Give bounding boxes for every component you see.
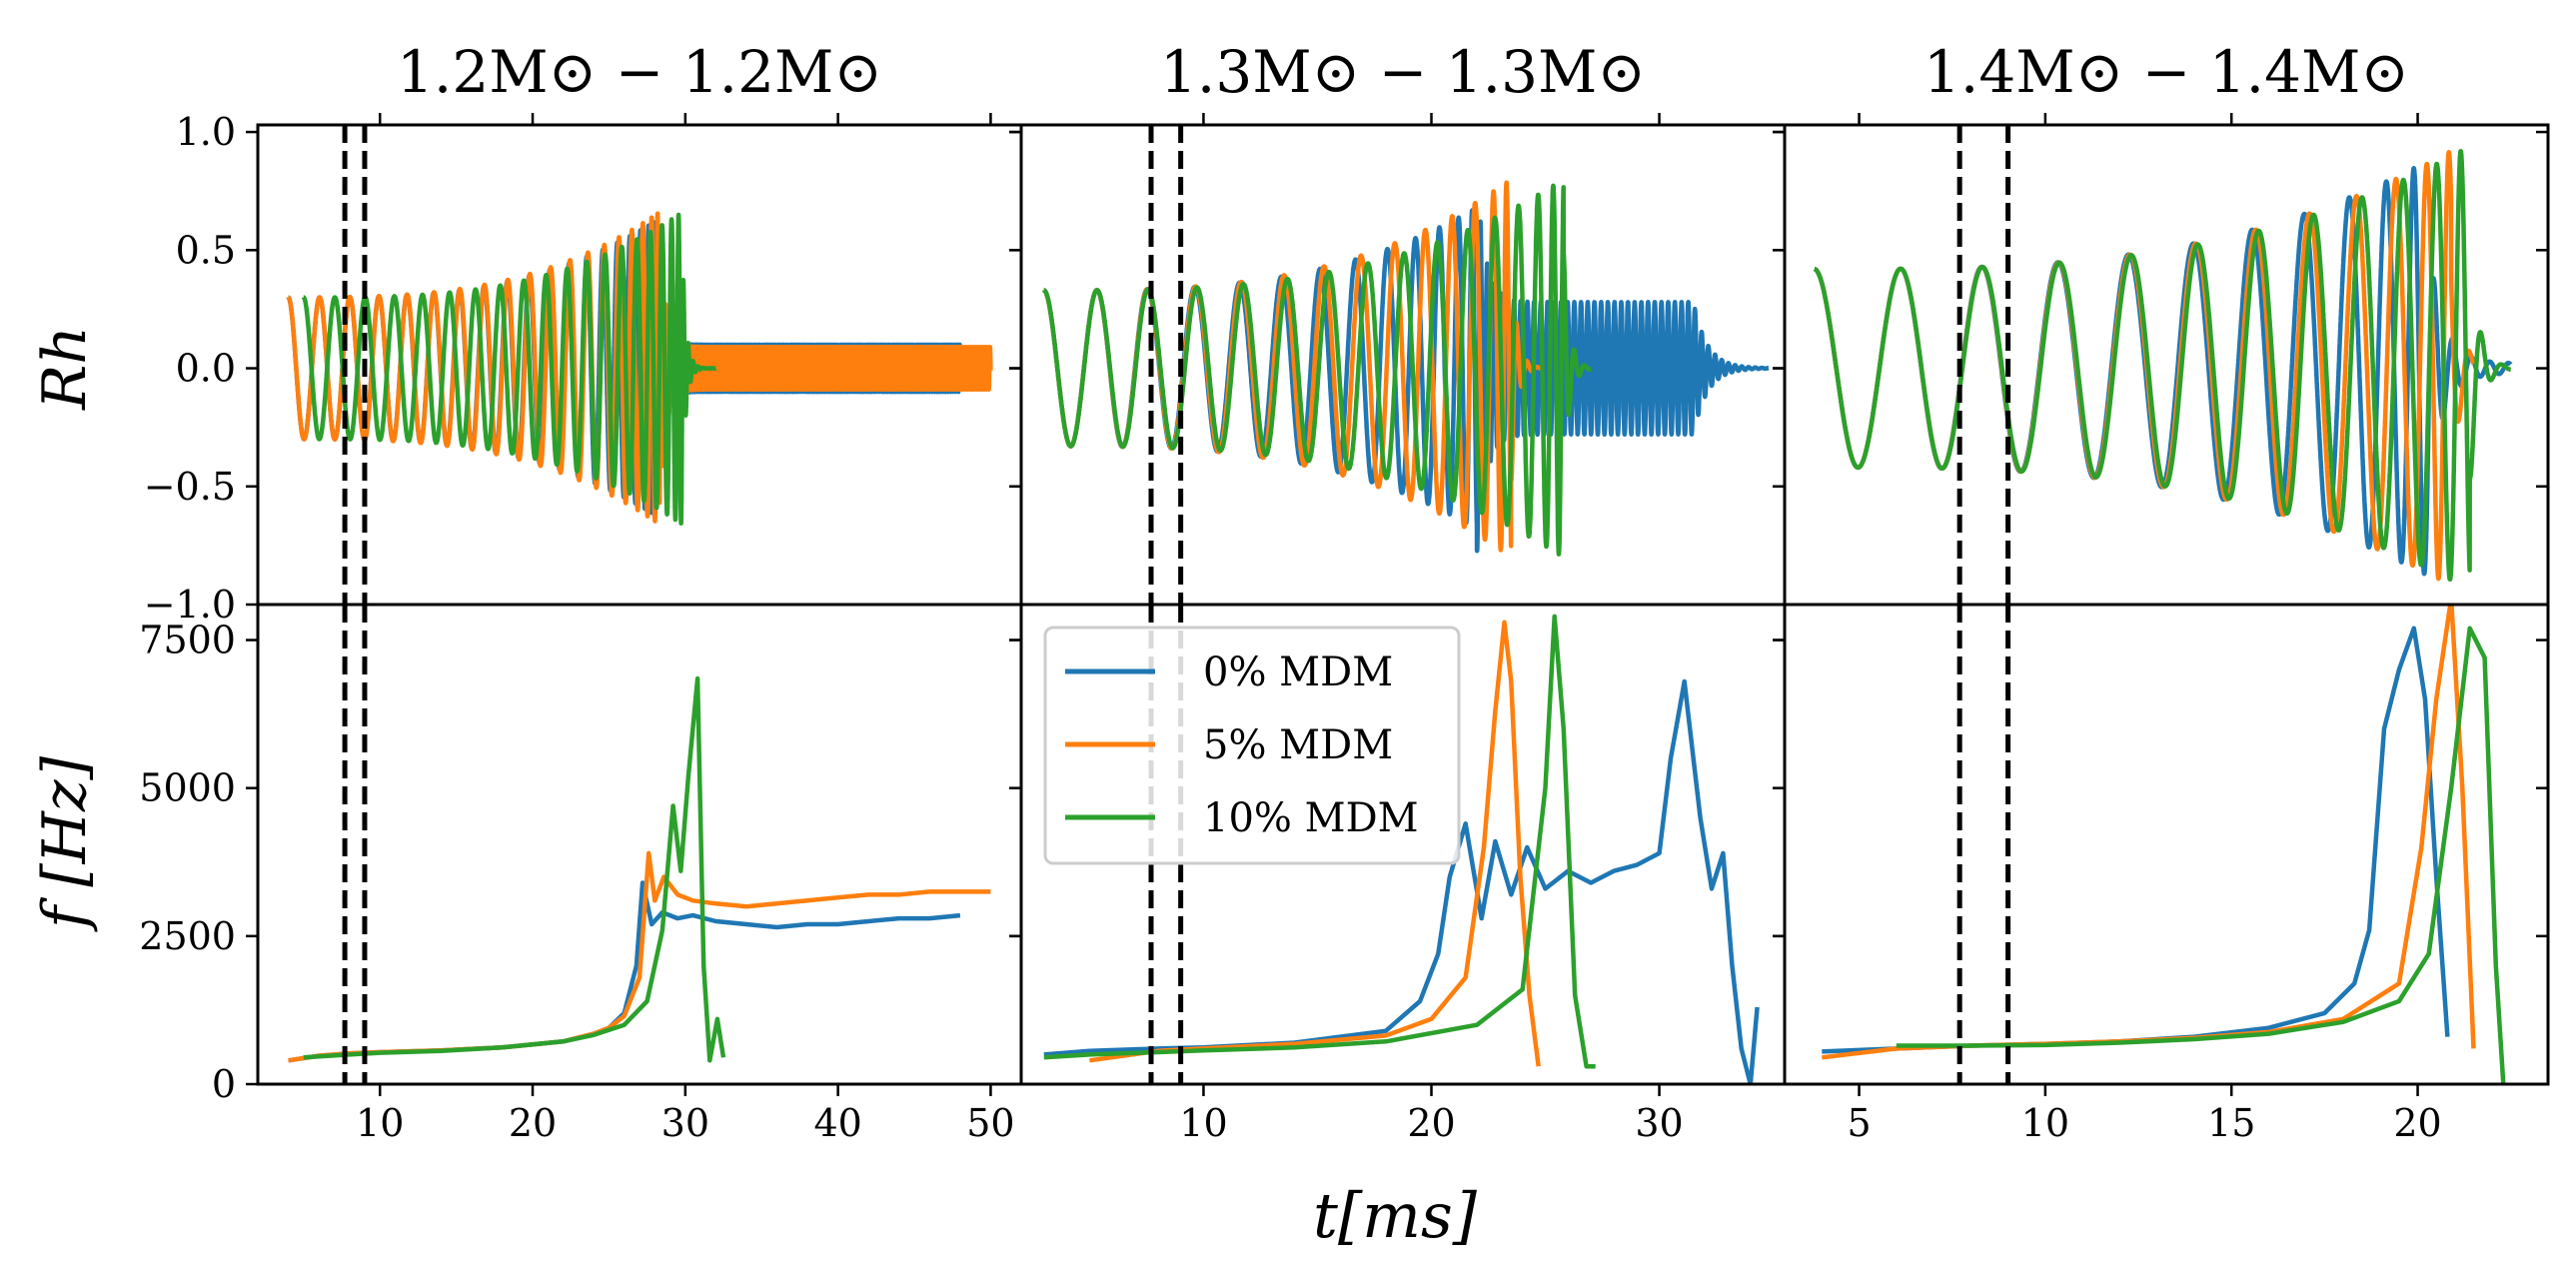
strain-line-10pct-mdm <box>1812 149 2513 583</box>
frequency-line-0pct-mdm <box>1822 626 2450 1054</box>
panel-1: 1.2M⊙ − 1.2M⊙ 10 20 30 40 50 1.0 0.5 0.0 −0.5 −1.0… <box>139 38 1023 1145</box>
x-tick-label: 20 <box>509 1101 557 1145</box>
y-tick-label-top: −1.0 <box>144 583 236 627</box>
x-axis-label: t[ms] <box>1313 1179 1478 1252</box>
strain-plot <box>1812 149 2513 583</box>
y-tick-label-bottom: 0 <box>212 1062 236 1106</box>
legend-box <box>1043 626 1461 865</box>
strain-line-10pct-mdm <box>1041 183 1594 557</box>
y-tick-label-top: −0.5 <box>144 465 236 509</box>
y-tick-label-top: 0.5 <box>176 228 236 272</box>
x-tick-label: 30 <box>1635 1101 1683 1145</box>
strain-plot <box>286 211 993 526</box>
panel-title: 1.4M⊙ − 1.4M⊙ <box>1924 38 2409 106</box>
legend-label-5pct-mdm: 5% MDM <box>1203 722 1393 768</box>
frequency-line-0pct-mdm <box>288 880 961 1063</box>
x-tick-label: 10 <box>356 1101 404 1145</box>
frequency-plot <box>1043 614 1760 1084</box>
axes-frame-bottom <box>1783 603 2550 1086</box>
legend-label-0pct-mdm: 0% MDM <box>1203 649 1393 695</box>
legend: 0% MDM 5% MDM 10% MDM <box>1043 626 1461 865</box>
y-tick-label-bottom: 7500 <box>139 619 236 662</box>
legend-label-10pct-mdm: 10% MDM <box>1203 795 1419 841</box>
x-tick-label: 10 <box>2021 1101 2069 1145</box>
plot-area: 1.2M⊙ − 1.2M⊙10 20 30 40 501.00.50.0−0.5−1.0… <box>139 38 2550 1145</box>
y-axis-label-top: Rh <box>30 326 100 411</box>
y-tick-label-top: 0.0 <box>176 347 236 391</box>
strain-line-10pct-mdm <box>301 212 718 526</box>
y-tick-label-top: 1.0 <box>176 110 236 154</box>
panel-title: 1.3M⊙ − 1.3M⊙ <box>1160 38 1646 106</box>
frequency-line-10pct-mdm <box>1043 614 1596 1069</box>
x-tick-label: 20 <box>2393 1101 2441 1145</box>
x-tick-label: 15 <box>2207 1101 2255 1145</box>
strain-plot <box>1041 180 1772 557</box>
y-tick-label-bottom: 2500 <box>139 914 236 958</box>
x-tick-label: 10 <box>1179 1101 1227 1145</box>
x-tick-label: 30 <box>661 1101 709 1145</box>
frequency-plot <box>1822 605 2506 1084</box>
panel-title: 1.2M⊙ − 1.2M⊙ <box>397 38 882 106</box>
y-axis-label-bottom: f [Hz] <box>30 755 100 932</box>
frequency-line-10pct-mdm <box>1896 626 2506 1084</box>
frequency-line-10pct-mdm <box>303 675 726 1063</box>
panel-2: 1.3M⊙ − 1.3M⊙ 10 20 30 <box>1009 38 1787 1145</box>
frequency-plot <box>288 675 991 1063</box>
x-tick-label: 20 <box>1407 1101 1455 1145</box>
panel-3: 1.4M⊙ − 1.4M⊙ 5 10 15 20 <box>1773 38 2550 1145</box>
x-tick-label: 50 <box>966 1101 1014 1145</box>
frequency-line-5pct-mdm <box>288 850 991 1063</box>
frequency-line-0pct-mdm <box>1043 678 1760 1084</box>
x-tick-label: 5 <box>1847 1101 1871 1145</box>
x-tick-label: 40 <box>813 1101 861 1145</box>
y-tick-label-bottom: 5000 <box>139 766 236 810</box>
